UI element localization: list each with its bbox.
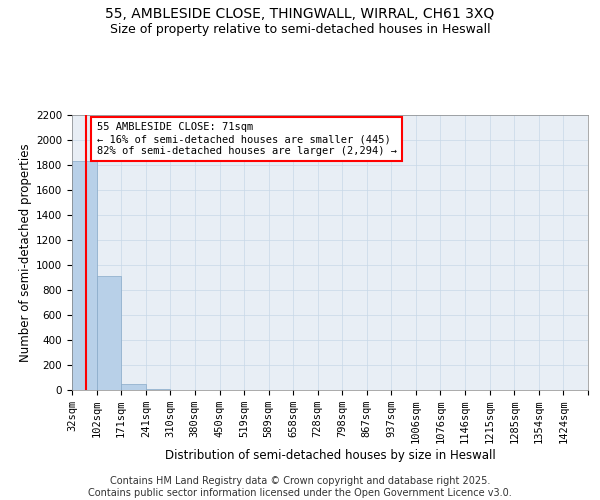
Bar xyxy=(72,161,97,390)
X-axis label: Distribution of semi-detached houses by size in Heswall: Distribution of semi-detached houses by … xyxy=(164,449,496,462)
Bar xyxy=(146,389,170,390)
Bar xyxy=(97,276,121,390)
Y-axis label: Number of semi-detached properties: Number of semi-detached properties xyxy=(19,143,32,362)
Text: 55 AMBLESIDE CLOSE: 71sqm
← 16% of semi-detached houses are smaller (445)
82% of: 55 AMBLESIDE CLOSE: 71sqm ← 16% of semi-… xyxy=(97,122,397,156)
Text: Contains HM Land Registry data © Crown copyright and database right 2025.
Contai: Contains HM Land Registry data © Crown c… xyxy=(88,476,512,498)
Text: 55, AMBLESIDE CLOSE, THINGWALL, WIRRAL, CH61 3XQ: 55, AMBLESIDE CLOSE, THINGWALL, WIRRAL, … xyxy=(106,8,494,22)
Text: Size of property relative to semi-detached houses in Heswall: Size of property relative to semi-detach… xyxy=(110,22,490,36)
Bar xyxy=(121,384,146,390)
